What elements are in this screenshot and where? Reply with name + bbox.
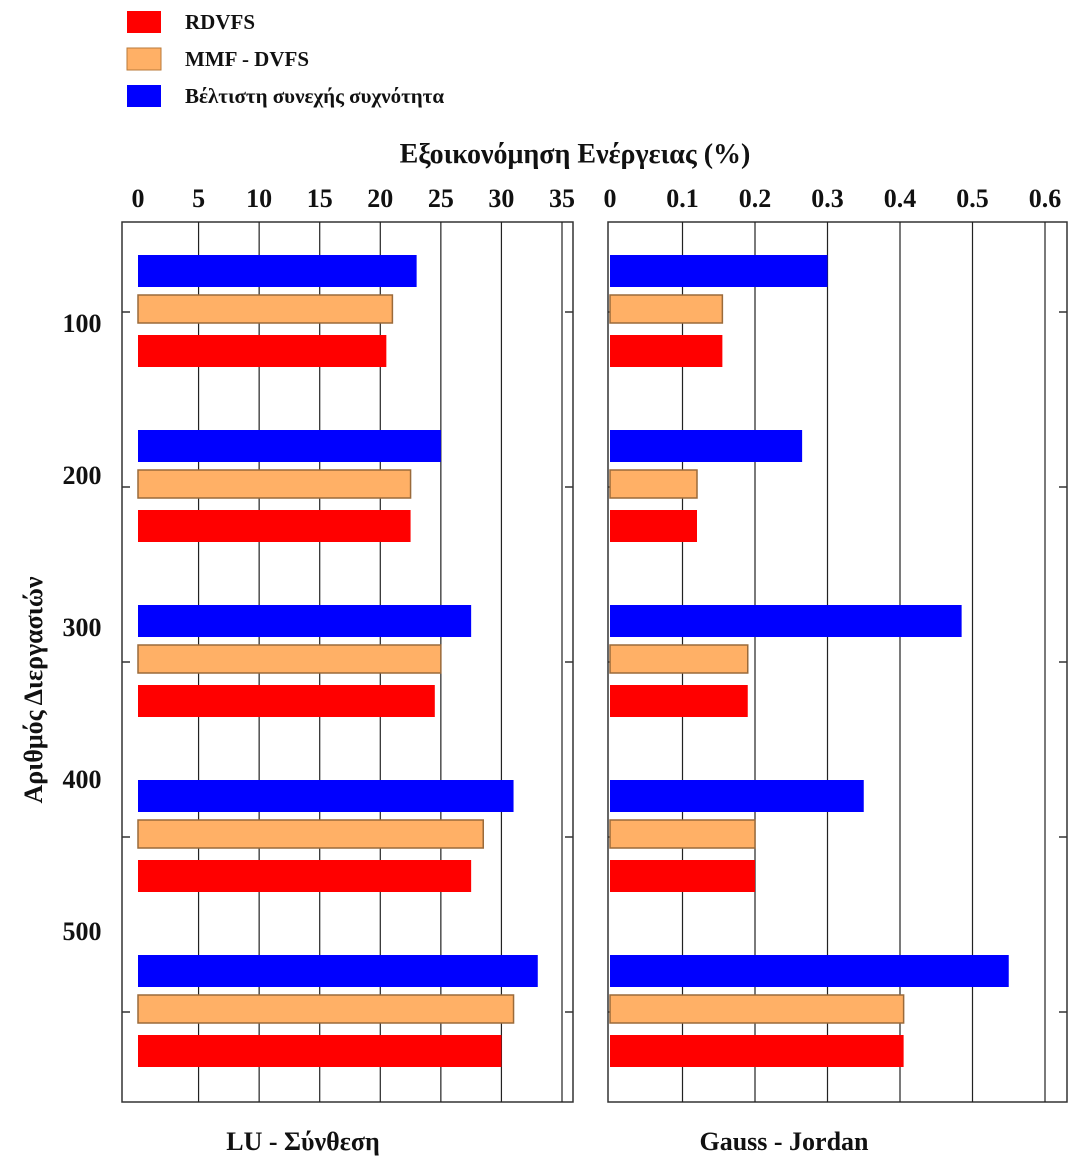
x-tick-label: 0.4 (884, 184, 917, 213)
x-tick-label: 15 (307, 184, 333, 213)
x-tick-label: 0.6 (1029, 184, 1062, 213)
x-tick-label: 20 (367, 184, 393, 213)
bar (138, 860, 472, 892)
bar (609, 819, 756, 849)
bar (610, 335, 723, 367)
category-label: 300 (63, 613, 102, 642)
bar (137, 994, 515, 1024)
bar (138, 1035, 502, 1067)
x-tick-label: 5 (192, 184, 205, 213)
x-tick-label: 0 (604, 184, 617, 213)
legend: RDVFS MMF - DVFS Βέλτιστη συνεχής συχνότητ… (126, 10, 444, 108)
legend-swatch (127, 11, 161, 33)
bar (609, 294, 724, 324)
bar (610, 605, 962, 637)
bar (610, 1035, 904, 1067)
x-tick-label: 0 (132, 184, 145, 213)
x-tick-label: 35 (549, 184, 575, 213)
panel-subtitle: Gauss - Jordan (699, 1127, 869, 1156)
bar (138, 255, 417, 287)
legend-swatch (126, 47, 162, 71)
bar (137, 819, 485, 849)
bar (137, 469, 412, 499)
category-labels: 100 200 300 400 500 (63, 309, 102, 946)
bar (138, 685, 435, 717)
bar (138, 955, 538, 987)
chart-title: Εξοικονόμηση Ενέργειας (%) (400, 139, 751, 170)
category-label: 500 (63, 917, 102, 946)
bar (610, 685, 748, 717)
bar (138, 430, 441, 462)
x-tick-label: 0.1 (666, 184, 699, 213)
category-label: 200 (63, 461, 102, 490)
legend-label: Βέλτιστη συνεχής συχνότητα (185, 84, 444, 108)
bar (138, 780, 514, 812)
legend-label: RDVFS (185, 10, 255, 34)
x-tick-label: 0.2 (739, 184, 772, 213)
bar (610, 860, 755, 892)
x-tick-label: 25 (428, 184, 454, 213)
bar (138, 510, 411, 542)
category-label: 400 (63, 765, 102, 794)
x-tick-label: 0.5 (956, 184, 989, 213)
bar (610, 255, 828, 287)
category-label: 100 (63, 309, 102, 338)
bar (137, 644, 442, 674)
bar (609, 644, 749, 674)
panel-subtitle: LU - Σύνθεση (226, 1127, 379, 1156)
bar (610, 430, 803, 462)
x-tick-label: 10 (246, 184, 272, 213)
x-tick-label: 0.3 (811, 184, 844, 213)
bar (610, 510, 697, 542)
panel-lu: 0 5 10 15 20 25 30 35 LU - Σύνθεση (121, 184, 575, 1156)
y-axis-label: Αριθμός Διεργασιών (19, 576, 48, 803)
x-tick-label: 30 (488, 184, 514, 213)
bar (137, 294, 394, 324)
legend-label: MMF - DVFS (185, 47, 309, 71)
bar (609, 994, 905, 1024)
bar (610, 780, 864, 812)
bar (138, 605, 472, 637)
bar (138, 335, 387, 367)
panel-gauss-jordan: 0 0.1 0.2 0.3 0.4 0.5 0.6 Gauss - Jordan (604, 184, 1068, 1156)
legend-swatch (127, 85, 161, 107)
bar (610, 955, 1009, 987)
bar (609, 469, 698, 499)
